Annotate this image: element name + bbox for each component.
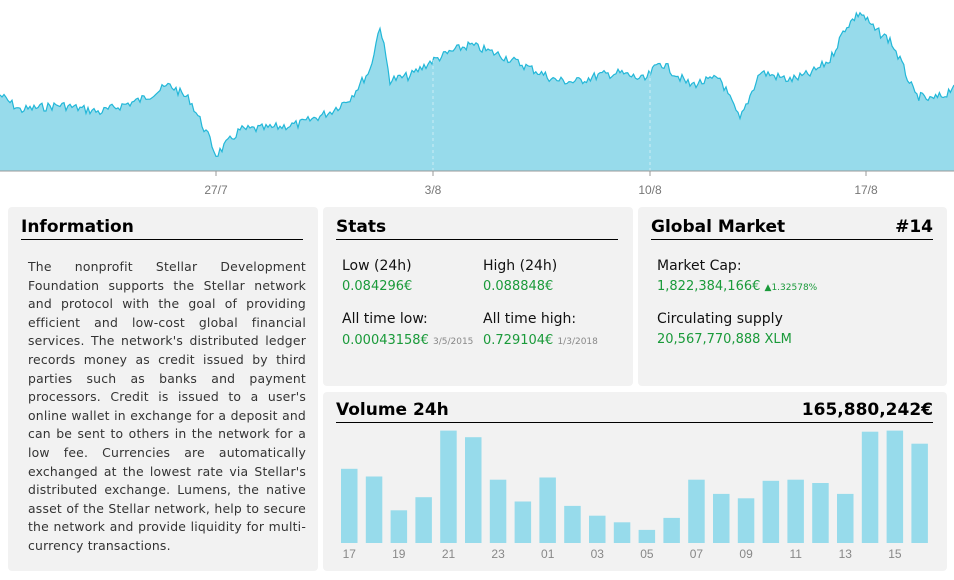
volume-bar [812,483,829,543]
volume-bar [539,477,556,543]
volume-x-tick-label: 21 [442,547,456,561]
volume-bar [341,468,358,543]
volume-bar [638,529,656,543]
stats-panel: Stats Low (24h) 0.084296€ High (24h) 0.0… [323,207,633,386]
volume-bar [489,479,507,543]
volume-x-tick-label: 11 [789,547,802,561]
price-area-fill [0,12,954,172]
volume-title-text: Volume 24h [336,400,449,420]
price-x-ticks: 27/7 3/8 10/8 17/8 [204,171,878,197]
all-time-low-amount: 0.00043158€ [342,333,429,348]
all-time-low-value: 0.00043158€ 3/5/2015 [342,333,477,348]
price-chart: 27/7 3/8 10/8 17/8 [0,0,954,197]
all-time-high-date: 1/3/2018 [557,337,598,347]
volume-bar [663,517,680,543]
volume-bar [589,515,606,543]
all-time-low-label: All time low: [342,311,428,327]
low-24h-value: 0.084296€ [342,279,413,294]
volume-x-tick-label: 17 [343,547,357,561]
information-title: Information [21,217,303,240]
volume-panel: 17 19 21 23 01 03 05 07 09 11 13 15 Volume 24h 165,… [323,392,947,571]
volume-bar [762,480,780,543]
volume-total: 165,880,242€ [801,400,933,420]
all-time-low-date: 3/5/2015 [432,337,474,347]
volume-x-tick-label: 05 [640,547,654,561]
volume-x-tick-label: 07 [690,547,704,561]
price-line [0,11,954,158]
volume-bar [737,498,755,543]
market-cap-value: 1,822,384,166€ ▲1.32578% [657,279,817,294]
high-24h-value: 0.088848€ [483,279,554,294]
volume-title: Volume 24h 165,880,242€ [336,400,933,423]
volume-bar [688,479,705,543]
price-x-tick-label: 3/8 [425,183,442,197]
price-area [0,11,954,172]
high-24h-label: High (24h) [483,258,558,274]
market-cap-amount: 1,822,384,166€ [657,279,761,294]
volume-x-tick-label: 15 [888,547,902,561]
volume-bar [514,501,532,543]
all-time-high-label: All time high: [483,311,577,327]
volume-bar [440,430,457,543]
volume-bar [564,505,581,543]
volume-bar [911,443,928,543]
volume-bar [390,510,408,543]
price-x-tick-label: 27/7 [204,183,228,197]
volume-x-tick-label: 19 [392,547,406,561]
information-text: The nonprofit Stellar Development Founda… [28,259,306,553]
price-gridlines [432,0,651,171]
market-cap-change: ▲1.32578% [764,283,818,293]
volume-bar [787,479,804,543]
stats-title-text: Stats [336,217,387,237]
volume-bar [837,493,854,543]
volume-bar [613,522,631,543]
volume-bar [861,431,879,543]
volume-bar [465,437,482,543]
volume-bar [713,493,730,543]
volume-bar [365,476,383,543]
all-time-high-value: 0.729104€ 1/3/2018 [483,333,598,348]
price-x-tick-label: 10/8 [638,183,662,197]
global-market-title: Global Market #14 [651,217,933,240]
volume-x-tick-label: 13 [839,547,853,561]
circulating-supply-value: 20,567,770,888 XLM [657,332,792,347]
volume-bar [886,430,904,543]
information-panel: Information The nonprofit Stellar Develo… [8,207,318,571]
volume-x-tick-label: 03 [591,547,605,561]
volume-x-tick-label: 23 [491,547,505,561]
volume-x-tick-label: 09 [739,547,753,561]
stats-title: Stats [336,217,618,240]
low-24h-label: Low (24h) [342,258,412,274]
global-market-panel: Global Market #14 Market Cap: 1,822,384,… [638,207,947,386]
volume-x-tick-label: 01 [541,547,555,561]
all-time-high-amount: 0.729104€ [483,333,554,348]
information-title-text: Information [21,217,134,237]
volume-chart: 17 19 21 23 01 03 05 07 09 11 13 15 [341,430,928,561]
market-cap-label: Market Cap: [657,258,742,274]
market-rank: #14 [895,217,933,237]
global-market-title-text: Global Market [651,217,786,237]
circulating-supply-label: Circulating supply [657,311,783,327]
price-x-tick-label: 17/8 [854,183,878,197]
volume-bar [415,497,432,543]
